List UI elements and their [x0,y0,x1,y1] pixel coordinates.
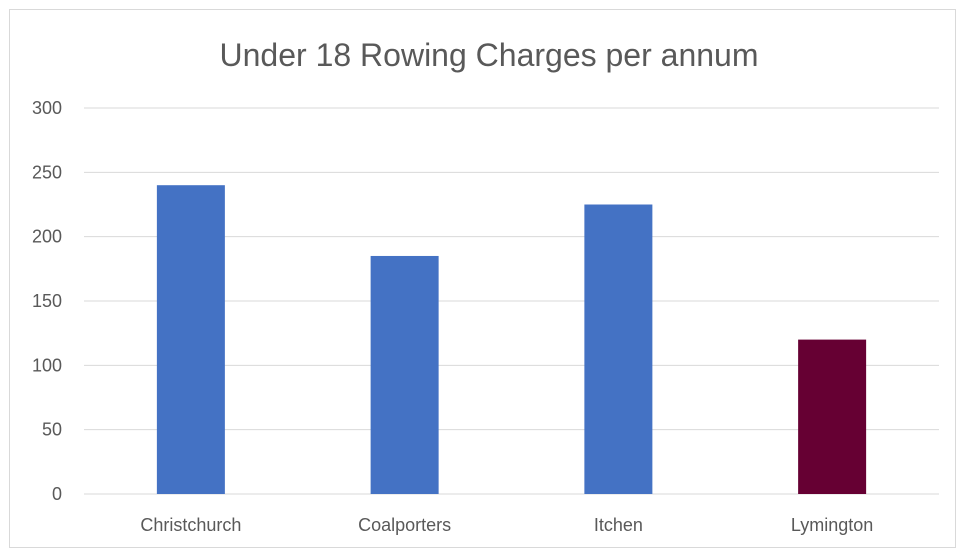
chart-title: Under 18 Rowing Charges per annum [220,37,759,73]
y-tick-label: 250 [32,162,62,182]
bar-itchen [584,204,653,494]
x-tick-label: Coalporters [358,515,451,535]
y-tick-label: 0 [52,484,62,504]
x-tick-label: Lymington [791,515,873,535]
bar-coalporters [370,255,439,494]
y-tick-label: 50 [42,420,62,440]
y-axis-tick-labels: 0 50 100 150 200 250 300 [32,98,62,504]
bar-christchurch [156,185,225,494]
bars [156,185,867,494]
y-tick-label: 300 [32,98,62,118]
x-axis-tick-labels: Christchurch Coalporters Itchen Lymington [140,515,873,535]
bar-lymington [798,339,867,494]
y-tick-label: 100 [32,355,62,375]
y-tick-label: 200 [32,227,62,247]
y-tick-label: 150 [32,291,62,311]
x-tick-label: Christchurch [140,515,241,535]
gridlines [84,107,939,495]
x-tick-label: Itchen [594,515,643,535]
